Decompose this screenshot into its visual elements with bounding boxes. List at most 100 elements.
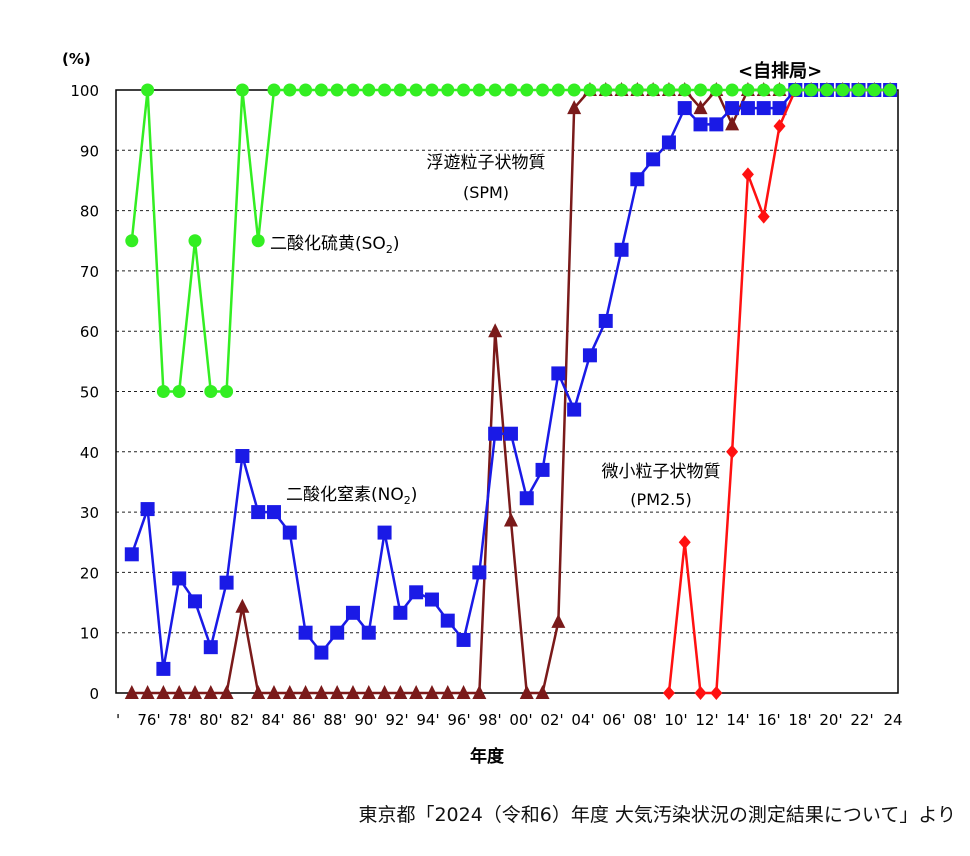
square-point (567, 402, 582, 417)
x-tick-label: 80' (199, 711, 222, 729)
circle-point (741, 83, 755, 97)
square-point (219, 575, 234, 590)
circle-point (788, 83, 802, 97)
axes: 0 10 20 30 40 50 60 70 80 90 100 ' 76' 78' 80' 82' 84' 86… (70, 82, 902, 729)
diamond-point (726, 444, 739, 459)
diamond-point (662, 686, 675, 700)
chart-area: 0 10 20 30 40 50 60 70 80 90 100 ' 76' 78' 80' 82' 84' 86… (62, 50, 903, 767)
x-tick-label: 18' (788, 711, 811, 729)
square-point (314, 645, 329, 660)
circle-point (425, 83, 439, 97)
circle-point (346, 83, 360, 97)
x-tick-label: 12' (695, 711, 718, 729)
circle-point (251, 234, 265, 248)
source-note: 東京都「2024（令和6）年度 大気汚染状況の測定結果について」より (358, 804, 956, 826)
spm-annotation-line1: 浮遊粒子状物質 (427, 153, 546, 173)
x-axis-title: 年度 (470, 746, 505, 767)
y-tick-label: 50 (80, 384, 99, 402)
circle-point (188, 234, 202, 248)
circle-point (662, 83, 676, 97)
triangle-point (156, 685, 171, 699)
square-point (598, 313, 613, 328)
triangle-point (409, 685, 424, 699)
circle-point (409, 83, 423, 97)
series (124, 82, 898, 700)
y-tick-label: 70 (80, 263, 99, 281)
x-tick-label: 14' (726, 711, 749, 729)
circle-point (867, 83, 881, 97)
x-tick-label: 82' (230, 711, 253, 729)
square-point (409, 585, 424, 600)
circle-point (804, 83, 818, 97)
triangle-point (251, 685, 266, 699)
spm-annotation-line2: (SPM) (463, 183, 509, 202)
square-point (424, 592, 439, 607)
x-tick-label: 24 (883, 711, 902, 729)
x-tick-label: 10' (664, 711, 687, 729)
square-point (203, 640, 218, 655)
square-point (377, 525, 392, 540)
square-point (124, 547, 139, 562)
square-point (440, 613, 455, 628)
square-point (235, 449, 250, 464)
y-tick-label: 60 (80, 323, 99, 341)
circle-point (172, 385, 186, 398)
triangle-point (314, 685, 329, 699)
circle-point (204, 385, 218, 398)
square-point (456, 632, 471, 647)
circle-point (488, 83, 502, 97)
square-point (503, 426, 518, 441)
diamond-point (710, 686, 723, 700)
panel-label: <自排局> (738, 60, 822, 82)
triangle-point (219, 685, 234, 699)
square-point (725, 101, 740, 116)
grid-lines (116, 149, 898, 634)
square-point (630, 172, 645, 187)
y-tick-label: 40 (80, 444, 99, 462)
circle-point (551, 83, 565, 97)
circle-point (567, 83, 581, 97)
circle-point (630, 83, 644, 97)
square-point (251, 505, 266, 520)
circle-point (757, 83, 771, 97)
square-point (693, 117, 708, 132)
y-tick-label: 10 (80, 625, 99, 643)
square-point (140, 502, 155, 517)
y-tick-label: 100 (70, 82, 99, 100)
square-point (551, 366, 566, 381)
triangle-point (567, 100, 582, 115)
triangle-point (282, 685, 297, 699)
triangle-point (266, 685, 281, 699)
square-point (582, 348, 597, 363)
diamond-point (741, 167, 754, 182)
x-tick-label: 90' (354, 711, 377, 729)
x-tick-label: 20' (819, 711, 842, 729)
circle-point (220, 385, 234, 398)
triangle-point (488, 323, 503, 338)
circle-point (330, 83, 344, 97)
square-point (472, 565, 487, 580)
x-tick-label: 76' (137, 711, 160, 729)
triangle-point (693, 100, 708, 115)
circle-point (299, 83, 313, 97)
square-point (519, 491, 534, 506)
pm25-annotation-line2: (PM2.5) (630, 490, 691, 509)
square-point (756, 101, 771, 116)
x-tick-label: 16' (757, 711, 780, 729)
circle-point (820, 83, 834, 97)
circle-point (678, 83, 692, 97)
circle-point (773, 83, 787, 97)
circle-point (141, 83, 155, 97)
circle-point (504, 83, 518, 97)
square-point (345, 605, 360, 620)
x-tick-label: 88' (323, 711, 346, 729)
y-tick-label: 90 (80, 142, 99, 160)
circle-point (725, 83, 739, 97)
x-tick-label: 22' (850, 711, 873, 729)
y-tick-label: 20 (80, 564, 99, 582)
triangle-point (361, 685, 376, 699)
circle-point (235, 83, 249, 97)
x-tick-label: 96' (447, 711, 470, 729)
square-point (646, 152, 661, 167)
triangle-point (393, 685, 408, 699)
